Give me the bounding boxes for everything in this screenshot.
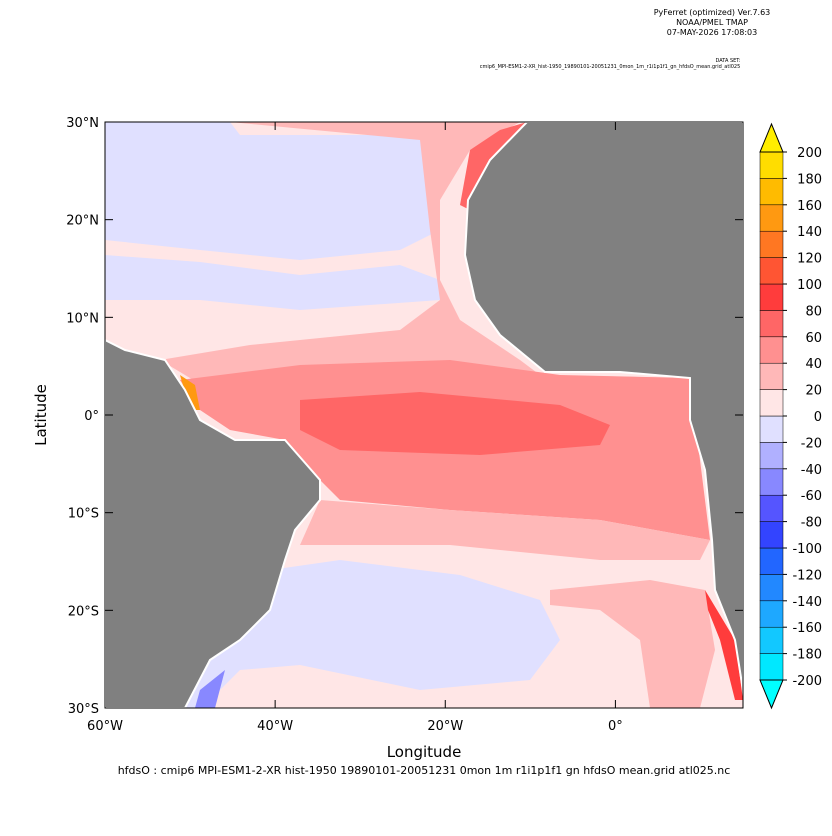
x-tick-label: 20°W xyxy=(427,719,463,734)
colorbar-swatch xyxy=(759,574,784,602)
axes: 60°W 40°W 20°W 0° 30°N 20°N 10°N 0° 10°S 20°S 30°S… xyxy=(66,116,822,734)
colorbar-swatch xyxy=(759,653,784,681)
colorbar-swatch xyxy=(759,389,784,417)
colorbar-swatch xyxy=(759,151,784,179)
ocean-region xyxy=(185,560,560,708)
caption: hfdsO : cmip6 MPI-ESM1-2-XR hist-1950 19… xyxy=(118,764,731,777)
colorbar-label: -100 xyxy=(792,542,822,557)
ocean-region xyxy=(195,670,225,708)
colorbar-swatch xyxy=(759,547,784,575)
land xyxy=(104,338,321,709)
y-axis-label: Latitude xyxy=(32,384,50,446)
colorbar-swatch xyxy=(759,178,784,206)
dataset-label: DATA SET: xyxy=(716,58,741,64)
ocean-region xyxy=(550,580,715,708)
y-tick-label: 20°N xyxy=(66,214,99,229)
colorbar-label: 140 xyxy=(797,225,822,240)
ocean-region xyxy=(180,375,200,410)
ocean-region xyxy=(160,122,700,420)
colorbar-label: -40 xyxy=(801,463,822,478)
ocean-region xyxy=(300,392,610,455)
colorbar-label: -140 xyxy=(792,595,822,610)
ocean-region xyxy=(705,590,743,700)
colorbar-swatch xyxy=(759,626,784,654)
colorbar-swatch xyxy=(759,362,784,390)
colorbar-swatch xyxy=(759,310,784,338)
y-tick-label: 10°N xyxy=(66,311,99,326)
colorbar-label: 160 xyxy=(797,199,822,214)
y-tick-label: 0° xyxy=(84,409,99,424)
ocean-region xyxy=(300,500,710,560)
y-tick-label: 20°S xyxy=(68,604,99,619)
colorbar-label: 200 xyxy=(797,146,822,161)
colorbar-label: 20 xyxy=(805,384,822,399)
y-tick-label: 10°S xyxy=(68,507,99,522)
colorbar-under xyxy=(759,679,784,710)
colorbar-label: -180 xyxy=(792,648,822,663)
date: 07-MAY-2026 17:08:03 xyxy=(667,28,757,37)
colorbar-label: 80 xyxy=(805,304,822,319)
x-tick-label: 40°W xyxy=(257,719,293,734)
colorbar-label: 120 xyxy=(797,252,822,267)
colorbar-swatch xyxy=(759,204,784,232)
colorbar-swatch xyxy=(759,521,784,549)
colorbar-label: -120 xyxy=(792,568,822,583)
colorbar-label: -200 xyxy=(792,674,822,689)
colorbar-swatch xyxy=(759,494,784,522)
colorbar-label: -60 xyxy=(801,489,822,504)
colorbar-over xyxy=(759,122,784,153)
colorbar-label: -80 xyxy=(801,516,822,531)
ocean-region xyxy=(105,255,440,310)
colorbar-label: -20 xyxy=(801,436,822,451)
y-tick-label: 30°N xyxy=(66,116,99,131)
ocean-region xyxy=(105,122,440,260)
colorbar-swatch xyxy=(759,600,784,628)
program: PyFerret (optimized) Ver.7.63 xyxy=(654,8,771,17)
colorbar-label: -160 xyxy=(792,621,822,636)
lab: NOAA/PMEL TMAP xyxy=(676,18,748,27)
land xyxy=(463,121,744,691)
colorbar-label: 40 xyxy=(805,357,822,372)
y-tick-label: 30°S xyxy=(68,702,99,717)
colorbar-label: 100 xyxy=(797,278,822,293)
dataset: cmip6_MPI-ESM1-2-XR_hist-1950_19890101-2… xyxy=(480,64,741,70)
colorbar-label: 180 xyxy=(797,172,822,187)
colorbar-label: 0 xyxy=(814,410,822,425)
x-tick-label: 60°W xyxy=(87,719,123,734)
colorbar-label: 60 xyxy=(805,331,822,346)
colorbar-swatch xyxy=(759,468,784,496)
colorbar-swatch xyxy=(759,230,784,258)
map-field xyxy=(104,121,744,709)
colorbar-swatch xyxy=(759,257,784,285)
colorbar-swatch xyxy=(759,336,784,364)
x-tick-label: 0° xyxy=(608,719,623,734)
colorbar-swatch xyxy=(759,283,784,311)
colorbar-swatch xyxy=(759,415,784,443)
colorbar-swatch xyxy=(759,442,784,470)
x-axis-label: Longitude xyxy=(387,743,462,761)
